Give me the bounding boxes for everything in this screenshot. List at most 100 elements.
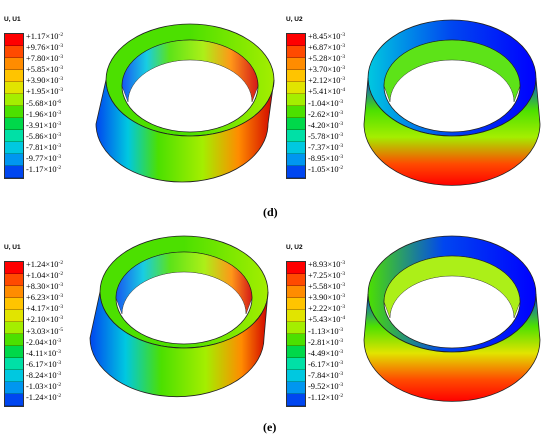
tick-label: +1.04×10-2 [26, 270, 63, 281]
color-swatch [287, 142, 305, 154]
tick-label: -3.91×10-3 [26, 120, 63, 131]
tick-label-mantissa: -1.03×10 [26, 382, 57, 392]
tick-label: +8.45×10-3 [308, 31, 345, 42]
tick-label-exponent: -3 [338, 348, 344, 355]
tick-label-mantissa: +6.87×10 [308, 43, 341, 53]
color-swatches [4, 261, 24, 407]
tick-label: +8.93×10-3 [308, 259, 345, 270]
tick-label-exponent: -3 [56, 359, 62, 366]
tick-label-exponent: -4 [340, 315, 346, 322]
tick-label: +1.95×10-3 [26, 86, 63, 97]
tick-label: -6.17×10-3 [26, 359, 63, 370]
tick-label: -4.49×10-3 [308, 348, 345, 359]
color-swatch [5, 154, 23, 166]
tick-label-exponent: -3 [338, 359, 344, 366]
color-swatch [287, 118, 305, 130]
tick-label-mantissa: -7.84×10 [308, 370, 339, 380]
color-swatch [287, 106, 305, 118]
tick-label-mantissa: -2.62×10 [308, 109, 339, 119]
color-swatch [5, 346, 23, 358]
tick-label: +5.58×10-3 [308, 281, 345, 292]
tick-label-exponent: -3 [338, 337, 344, 344]
tick-label-mantissa: -4.20×10 [308, 120, 339, 130]
color-swatch [287, 166, 305, 178]
ring-body [363, 235, 541, 402]
tick-label-exponent: -3 [338, 98, 344, 105]
color-swatch [5, 166, 23, 178]
tick-label-exponent: -3 [340, 293, 346, 300]
color-swatch [287, 394, 305, 406]
tick-label-exponent: -3 [338, 120, 344, 127]
tick-label-exponent: -3 [340, 43, 346, 50]
color-swatch [287, 130, 305, 142]
tick-label-exponent: -3 [340, 32, 346, 38]
color-swatch [5, 94, 23, 106]
color-swatch [5, 286, 23, 298]
tick-label-exponent: -3 [56, 109, 62, 116]
tick-label-mantissa: +7.25×10 [308, 271, 341, 281]
color-swatch [287, 70, 305, 82]
tick-label-mantissa: -6.17×10 [26, 359, 57, 369]
tick-label: +3.90×10-3 [26, 75, 63, 86]
ring-d-u1 [95, 23, 275, 183]
tick-label-exponent: -3 [340, 271, 346, 278]
tick-label-exponent: -2 [56, 393, 62, 400]
tick-label: +2.12×10-3 [308, 75, 345, 86]
tick-label-exponent: -3 [58, 304, 64, 311]
tick-label-exponent: -3 [56, 348, 61, 355]
legend-title: U, U1 [4, 244, 21, 251]
tick-labels: +8.93×10-3 +7.25×10-3 +5.58×10-3 +3.90×10-3… [308, 259, 345, 403]
tick-label-exponent: -2 [338, 165, 344, 172]
color-swatch [5, 58, 23, 70]
tick-label-mantissa: +8.45×10 [308, 32, 341, 41]
tick-label-exponent: -3 [340, 65, 346, 72]
tick-label: +6.87×10-3 [308, 42, 345, 53]
color-swatch [5, 334, 23, 346]
color-swatch [287, 370, 305, 382]
color-swatch [287, 298, 305, 310]
tick-label-mantissa: -6.17×10 [308, 359, 339, 369]
tick-label-mantissa: +2.12×10 [308, 76, 341, 86]
tick-label: +2.22×10-3 [308, 303, 345, 314]
tick-label-mantissa: -8.95×10 [308, 154, 339, 164]
tick-label-exponent: -3 [56, 337, 62, 344]
tick-label-exponent: -3 [58, 315, 64, 322]
tick-label-mantissa: -8.24×10 [26, 370, 57, 380]
tick-label-mantissa: -2.81×10 [308, 337, 339, 347]
color-swatch [5, 322, 23, 334]
tick-label-exponent: -3 [58, 43, 64, 50]
tick-label-mantissa: -9.52×10 [308, 382, 339, 392]
tick-label: +6.23×10-3 [26, 292, 63, 303]
color-swatches [4, 33, 24, 179]
tick-label-exponent: -3 [338, 109, 344, 116]
color-swatch [5, 130, 23, 142]
tick-label-mantissa: -5.68×10 [26, 98, 57, 108]
tick-label: -1.96×10-3 [26, 109, 63, 120]
tick-label: +1.24×10-2 [26, 259, 63, 270]
color-swatches [286, 33, 306, 179]
color-swatch [287, 322, 305, 334]
tick-label: +7.80×10-3 [26, 53, 63, 64]
tick-label-mantissa: -1.04×10 [308, 98, 339, 108]
tick-label: -1.04×10-3 [308, 98, 345, 109]
color-swatch [287, 58, 305, 70]
tick-label: -6.17×10-3 [308, 359, 345, 370]
tick-label-exponent: -2 [58, 32, 64, 38]
color-swatch [5, 82, 23, 94]
tick-label: -1.24×10-2 [26, 392, 63, 403]
tick-label: -7.84×10-3 [308, 370, 345, 381]
ring-body [363, 19, 541, 186]
caption-e: (e) [263, 420, 277, 434]
tick-label-exponent: -3 [58, 76, 64, 83]
tick-label-mantissa: +2.22×10 [308, 304, 341, 314]
tick-label-exponent: -3 [56, 120, 62, 127]
tick-label: -1.12×10-2 [308, 392, 345, 403]
tick-label-mantissa: +4.17×10 [26, 304, 59, 314]
tick-label-exponent: -2 [58, 260, 64, 266]
tick-label-exponent: -3 [56, 142, 62, 149]
color-swatch [287, 334, 305, 346]
color-swatch [287, 94, 305, 106]
tick-label-exponent: -3 [338, 326, 344, 333]
tick-label: +5.28×10-3 [308, 53, 345, 64]
tick-label: +5.41×10-4 [308, 86, 345, 97]
